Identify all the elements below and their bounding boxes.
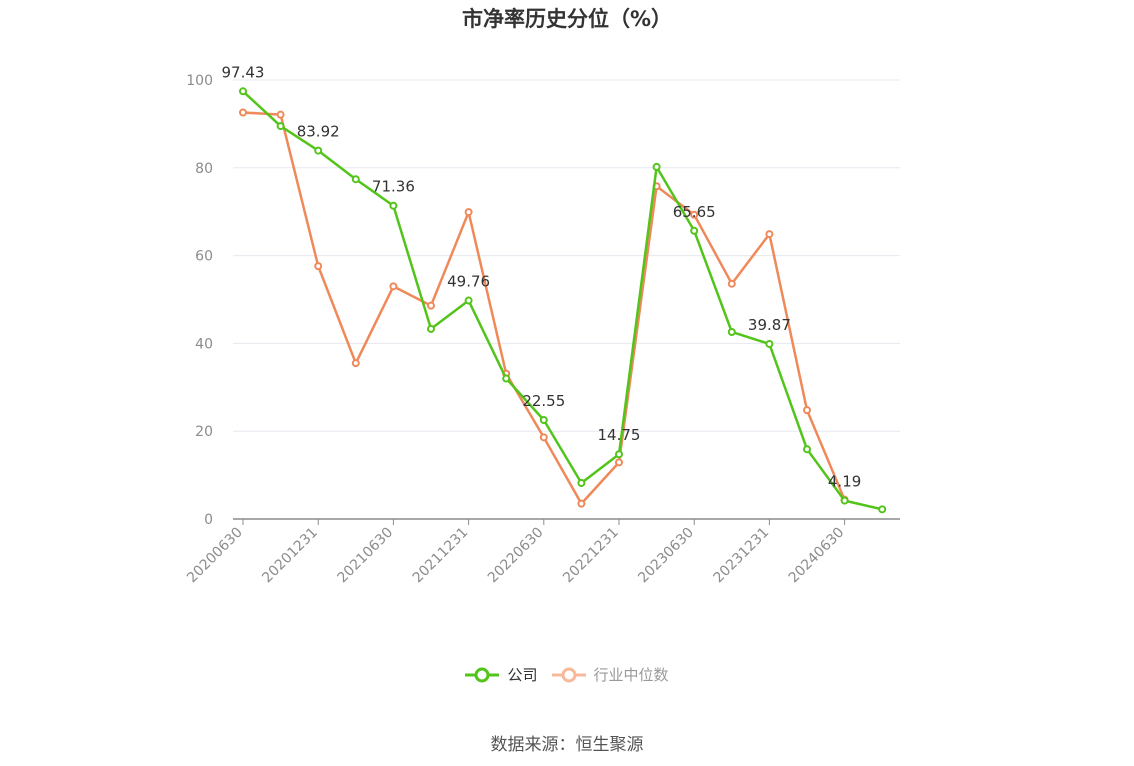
data-point-company: [351, 175, 360, 184]
data-point-industry: [464, 208, 473, 217]
data-point-company: [652, 162, 661, 171]
data-point-industry: [276, 110, 285, 119]
legend-item-company[interactable]: 公司: [465, 664, 538, 685]
data-labels: 97.43 83.92 71.36 49.76 22.55 14.75 65.65 39.87…: [222, 63, 862, 490]
data-point-industry: [351, 359, 360, 368]
data-point-company: [615, 450, 623, 459]
data-point-industry: [427, 301, 435, 310]
data-label: 83.92: [297, 123, 340, 141]
x-tick-label: 20230630: [635, 525, 697, 587]
data-point-company: [803, 445, 811, 454]
chart-title: 市净率历史分位（%）: [461, 7, 673, 31]
data-point-company: [577, 479, 586, 488]
y-tick-label: 60: [195, 249, 213, 265]
data-point-company: [690, 226, 699, 235]
data-label: 71.36: [372, 178, 415, 196]
data-point-company: [389, 201, 398, 210]
grid-lines: [233, 79, 900, 432]
data-point-company: [539, 416, 548, 425]
series-lines: [239, 87, 887, 514]
x-tick-label: 20231231: [711, 525, 773, 587]
data-label: 14.75: [598, 426, 641, 444]
x-tick-label: 20221231: [560, 525, 622, 587]
y-tick-label: 20: [195, 424, 213, 440]
legend-company-marker-icon: [465, 667, 500, 682]
data-point-industry: [577, 499, 586, 508]
data-point-industry: [239, 108, 247, 117]
data-point-company: [878, 505, 887, 514]
x-tick-label: 20220630: [485, 525, 547, 587]
data-point-industry: [803, 406, 811, 415]
data-point-company: [765, 339, 774, 348]
data-point-industry: [765, 230, 774, 239]
data-point-industry: [539, 433, 548, 442]
y-tick-label: 40: [195, 336, 213, 352]
x-tick-label: 20240630: [786, 525, 848, 587]
data-point-company: [239, 87, 247, 96]
data-point-company: [727, 327, 736, 336]
legend-company-label: 公司: [507, 666, 538, 684]
data-point-company: [427, 324, 435, 333]
data-label: 49.76: [447, 273, 490, 291]
data-point-industry: [615, 458, 623, 467]
data-point-industry: [314, 262, 323, 271]
legend-industry-label: 行业中位数: [593, 666, 669, 684]
x-tick-label: 20210630: [335, 525, 397, 587]
data-label: 4.19: [828, 473, 861, 491]
data-point-company: [502, 374, 511, 383]
data-point-company: [464, 296, 473, 305]
y-tick-label: 80: [195, 161, 213, 177]
series-line-company: [242, 90, 883, 511]
x-tick-label: 20201231: [259, 525, 321, 587]
data-point-company: [840, 496, 849, 505]
data-point-company: [276, 122, 285, 131]
data-point-company: [314, 146, 323, 155]
data-label: 65.65: [673, 203, 716, 221]
legend-item-industry[interactable]: 行业中位数: [551, 664, 669, 685]
source-text: 数据来源：恒生聚源: [490, 735, 644, 755]
legend: 公司 行业中位数: [0, 664, 1134, 685]
axes: 0 20 40 60 80 100 20200630 20201231 20210630 2021…: [184, 73, 900, 586]
legend-industry-marker-icon: [551, 667, 586, 682]
x-tick-label: 20200630: [184, 525, 246, 587]
data-label: 97.43: [222, 63, 265, 81]
data-point-industry: [690, 210, 699, 219]
series-line-industry: [242, 111, 846, 505]
data-label: 22.55: [522, 392, 565, 410]
data-point-industry: [389, 282, 398, 291]
x-tick-label: 20211231: [410, 525, 472, 587]
y-tick-label: 100: [186, 73, 213, 89]
y-tick-label: 0: [204, 512, 213, 528]
data-label: 39.87: [748, 316, 791, 334]
data-point-industry: [727, 279, 736, 288]
